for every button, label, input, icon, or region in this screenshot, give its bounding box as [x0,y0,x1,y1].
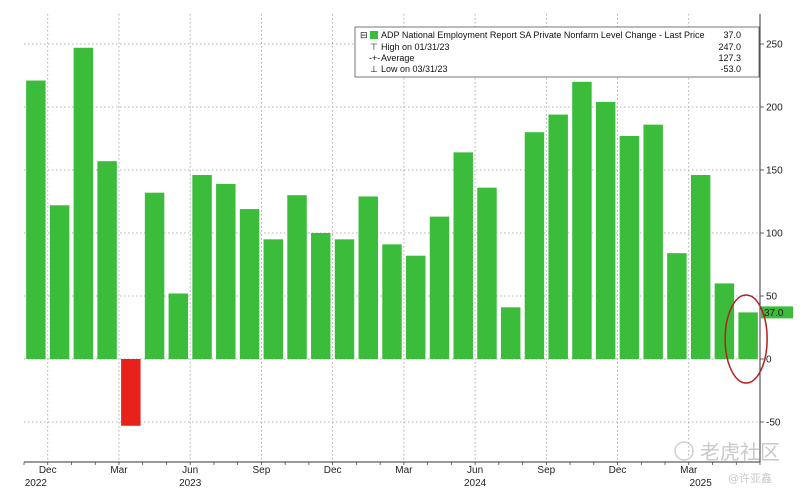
last-price-label: 37.0 [764,308,784,319]
legend-average-value: 127.3 [718,53,741,63]
bar [667,253,687,359]
bar [524,132,545,359]
legend-high-icon: ⊤ [370,42,378,52]
y-tick-label: 200 [766,103,783,114]
legend-average-icon: -+- [369,53,380,63]
x-tick-label: Dec [609,465,627,476]
legend-low-icon: ⊥ [370,64,378,74]
bar [49,205,70,359]
bar [26,80,46,359]
bar [382,244,402,359]
bar [358,196,378,359]
bar [263,239,284,359]
x-tick-label: Dec [324,465,342,476]
x-tick-label: Jun [182,465,198,476]
bar [619,135,640,359]
bar [239,209,260,359]
bar [144,192,165,359]
bar [121,359,141,426]
legend-high-value: 247.0 [718,42,741,52]
y-tick-label: -50 [766,418,781,429]
bar [572,81,592,360]
x-tick-label: Mar [395,465,413,476]
legend-average-label: Average [381,53,414,63]
x-year-label: 2024 [464,478,487,489]
bar [406,255,426,359]
bar [690,175,711,359]
bar [714,283,735,359]
bar [477,187,497,359]
x-tick-label: Mar [680,465,698,476]
x-tick-label: Mar [110,465,128,476]
watermark-logo-icon [674,441,694,461]
bar [192,175,212,359]
legend-box [354,26,760,78]
legend-low-value: -53.0 [720,64,741,74]
bar [97,161,117,359]
x-tick-label: Jun [467,465,483,476]
bar [73,47,94,359]
bar [168,293,189,359]
x-tick-label: Sep [537,465,555,476]
legend: ⊟ ADP National Employment Report SA Priv… [354,26,760,78]
bar [500,307,521,359]
watermark-text: 老虎社区 [700,440,780,464]
legend-series-value: 37.0 [723,30,741,40]
bar [738,312,758,359]
highlight-circle [724,294,768,384]
watermark: 老虎社区 @许亚鑫 [674,440,780,485]
bars [26,47,758,426]
watermark-handle: @许亚鑫 [728,471,772,485]
legend-series-name: ADP National Employment Report SA Privat… [381,30,705,40]
bar [453,152,473,359]
bar [216,183,236,359]
y-tick-label: 0 [766,355,772,366]
bar [287,195,307,359]
y-tick-label: 250 [766,40,783,51]
x-tick-label: Sep [253,465,271,476]
last-price-marker: 37.0 [761,306,793,319]
x-year-label: 2022 [25,478,48,489]
y-tick-label: 50 [766,292,778,303]
legend-low-label: Low on 03/31/23 [381,64,448,74]
last-price-box [761,306,793,319]
bar [311,233,331,359]
axes: 250 200 150 100 50 0 -50 Dec Mar Jun Sep Dec Mar Jun S… [23,14,783,489]
y-tick-label: 150 [766,166,783,177]
highlight-annotation [724,294,768,384]
legend-high-label: High on 01/31/23 [381,42,450,52]
legend-collapse-icon: ⊟ [360,30,368,40]
bar [429,216,450,359]
bar [334,239,355,359]
x-year-label: 2025 [690,478,713,489]
x-tick-label: Dec [39,465,57,476]
bar [548,114,568,359]
bar [595,101,616,360]
x-year-label: 2023 [179,478,202,489]
y-tick-label: 100 [766,229,783,240]
legend-swatch [370,31,378,39]
bar [643,124,663,359]
